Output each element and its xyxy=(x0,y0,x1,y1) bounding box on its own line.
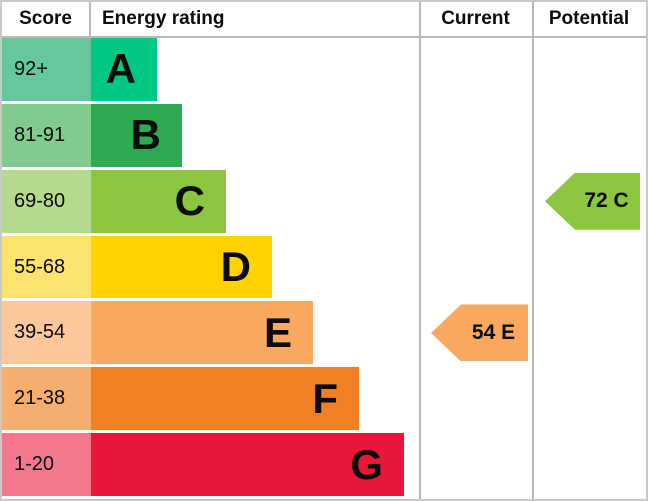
potential-column-header: Potential xyxy=(548,8,630,29)
score-range-f: 21-38 xyxy=(2,367,91,434)
band-row-b: 81-91 B xyxy=(2,103,646,170)
rating-bar-b: B xyxy=(91,103,182,170)
rating-bar-c: C xyxy=(91,169,226,236)
band-row-a: 92+ A xyxy=(2,38,646,104)
current-column-divider xyxy=(419,2,421,499)
current-column-header: Current xyxy=(441,8,510,29)
rating-bar-f: F xyxy=(91,367,359,434)
band-row-d: 55-68 D xyxy=(2,235,646,302)
current-rating-arrow: 54 E xyxy=(431,304,528,362)
score-range-d: 55-68 xyxy=(2,235,91,302)
rating-bar-e: E xyxy=(91,301,313,368)
energy-rating-column-header: Energy rating xyxy=(102,8,225,29)
rating-bar-g: G xyxy=(91,433,404,499)
score-range-e: 39-54 xyxy=(2,301,91,368)
score-range-b: 81-91 xyxy=(2,103,91,170)
chart-header: Score Energy rating Current Potential xyxy=(2,2,646,38)
score-range-a: 92+ xyxy=(2,38,91,104)
band-row-c: 69-80 C 72 C xyxy=(2,169,646,236)
band-row-e: 39-54 E 54 E xyxy=(2,301,646,368)
band-row-f: 21-38 F xyxy=(2,367,646,434)
band-row-g: 1-20 G xyxy=(2,433,646,499)
rating-bar-d: D xyxy=(91,235,272,302)
potential-column-divider xyxy=(532,2,534,499)
score-range-c: 69-80 xyxy=(2,169,91,236)
potential-rating-arrow: 72 C xyxy=(545,172,640,230)
rating-bar-a: A xyxy=(91,38,157,104)
score-column-header: Score xyxy=(2,2,91,36)
score-range-g: 1-20 xyxy=(2,433,91,499)
rating-bands: 92+ A 81-91 B 69-80 C 72 C 55-68 D 39-54… xyxy=(2,38,646,499)
